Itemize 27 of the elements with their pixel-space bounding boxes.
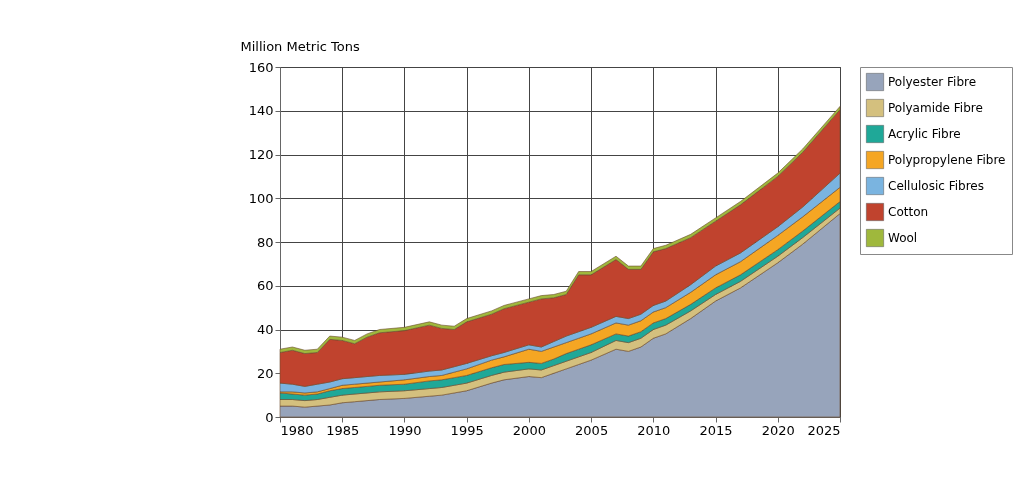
x-tick-label: 2005 xyxy=(575,422,609,438)
y-tick-label: 0 xyxy=(265,409,274,425)
x-tick-label: 1990 xyxy=(388,422,422,438)
legend-label: Cotton xyxy=(888,205,929,219)
y-tick-label: 140 xyxy=(248,103,274,119)
y-tick-label: 40 xyxy=(256,322,274,337)
legend-label: Wool xyxy=(888,231,918,245)
x-tick-label: 1985 xyxy=(326,422,360,438)
y-tick-label: 100 xyxy=(248,190,274,206)
legend-label: Polyamide Fibre xyxy=(888,101,983,115)
y-axis-title: Million Metric Tons xyxy=(240,38,360,54)
x-tick-label: 2015 xyxy=(699,422,733,438)
x-tick-label: 2010 xyxy=(637,422,671,438)
y-tick-label: 20 xyxy=(256,365,274,381)
x-tick-label: 1995 xyxy=(450,422,484,438)
y-tick-label: 60 xyxy=(256,278,274,294)
legend-label: Cellulosic Fibres xyxy=(888,179,984,193)
legend-label: Polyester Fibre xyxy=(888,75,977,89)
legend-label: Polypropylene Fibre xyxy=(888,153,1006,167)
x-tick-label: 2000 xyxy=(512,422,546,438)
y-tick-label: 160 xyxy=(248,59,274,75)
legend-label: Acrylic Fibre xyxy=(888,127,961,141)
y-tick-label: 120 xyxy=(248,147,274,162)
x-tick-label: 2025 xyxy=(807,422,841,438)
x-tick-label: 1980 xyxy=(280,422,314,438)
y-tick-label: 80 xyxy=(256,234,274,250)
x-tick-label: 2020 xyxy=(761,422,795,438)
